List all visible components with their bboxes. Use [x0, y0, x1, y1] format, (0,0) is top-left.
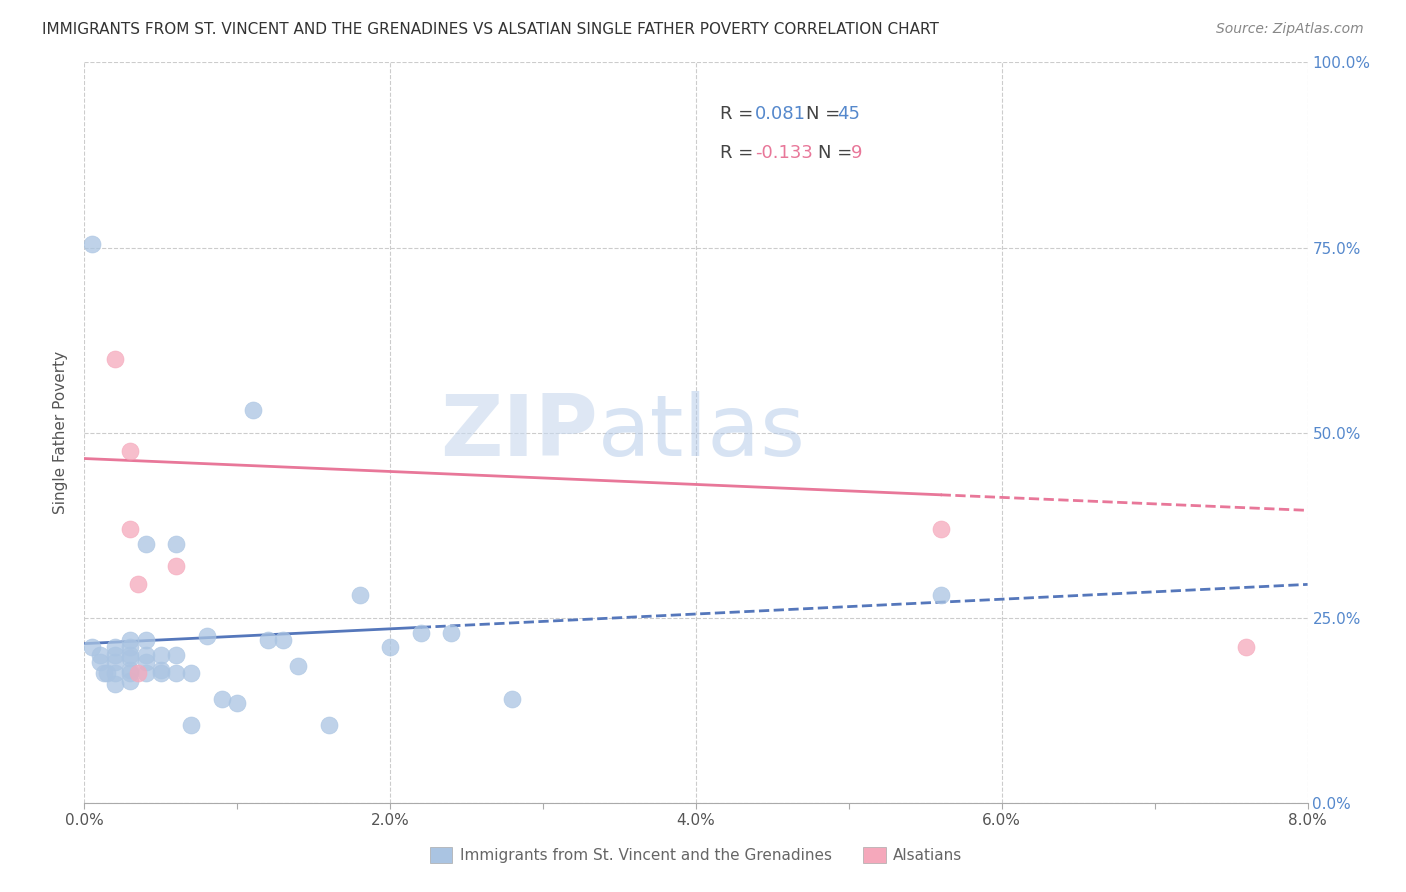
Point: [287, 658, 309, 673]
Point: [89, 33, 111, 47]
Point: [96, 666, 118, 681]
Point: [89, 655, 111, 669]
Point: [93, 666, 115, 681]
Point: [211, 692, 233, 706]
Point: [180, 666, 202, 681]
Point: [440, 625, 463, 640]
Point: [127, 577, 149, 591]
Point: [135, 666, 157, 681]
Point: [409, 625, 432, 640]
Text: IMMIGRANTS FROM ST. VINCENT AND THE GRENADINES VS ALSATIAN SINGLE FATHER POVERTY: IMMIGRANTS FROM ST. VINCENT AND THE GREN…: [42, 22, 939, 37]
Point: [104, 648, 127, 662]
Text: 45: 45: [837, 105, 859, 123]
Text: ZIP: ZIP: [440, 391, 598, 475]
Point: [165, 666, 187, 681]
Point: [271, 632, 294, 647]
Point: [257, 632, 280, 647]
Point: [135, 536, 157, 550]
Point: [149, 648, 172, 662]
Text: 9: 9: [851, 144, 863, 161]
Text: 0.081: 0.081: [755, 105, 806, 123]
Point: [165, 648, 187, 662]
Point: [120, 666, 142, 681]
Text: R =: R =: [720, 105, 759, 123]
Text: N =: N =: [818, 144, 858, 161]
Text: Source: ZipAtlas.com: Source: ZipAtlas.com: [1216, 22, 1364, 37]
Point: [242, 403, 264, 417]
Y-axis label: Single Father Poverty: Single Father Poverty: [53, 351, 69, 514]
Point: [180, 718, 202, 732]
Point: [104, 655, 127, 669]
Point: [165, 536, 187, 550]
Point: [120, 673, 142, 688]
Legend: Immigrants from St. Vincent and the Grenadines, Alsatians: Immigrants from St. Vincent and the Gren…: [423, 841, 969, 869]
Point: [226, 696, 249, 710]
Point: [135, 648, 157, 662]
Point: [135, 655, 157, 669]
Text: N =: N =: [806, 105, 846, 123]
Point: [120, 522, 142, 536]
Point: [104, 640, 127, 655]
Point: [502, 692, 524, 706]
Point: [120, 663, 142, 677]
Point: [120, 651, 142, 665]
Point: [80, 236, 103, 251]
Point: [165, 558, 187, 573]
Point: [929, 589, 952, 603]
Point: [120, 648, 142, 662]
Point: [149, 666, 172, 681]
Point: [1236, 640, 1258, 655]
Point: [104, 677, 127, 691]
Point: [89, 648, 111, 662]
Point: [149, 663, 172, 677]
Point: [318, 718, 340, 732]
Point: [135, 632, 157, 647]
Point: [195, 629, 218, 643]
Point: [127, 666, 149, 681]
Point: [120, 444, 142, 458]
Text: -0.133: -0.133: [755, 144, 813, 161]
Point: [80, 640, 103, 655]
Point: [929, 522, 952, 536]
Point: [120, 632, 142, 647]
Text: atlas: atlas: [598, 391, 806, 475]
Point: [380, 640, 402, 655]
Point: [120, 640, 142, 655]
Point: [349, 589, 371, 603]
Point: [104, 351, 127, 366]
Point: [104, 666, 127, 681]
Text: R =: R =: [720, 144, 759, 161]
